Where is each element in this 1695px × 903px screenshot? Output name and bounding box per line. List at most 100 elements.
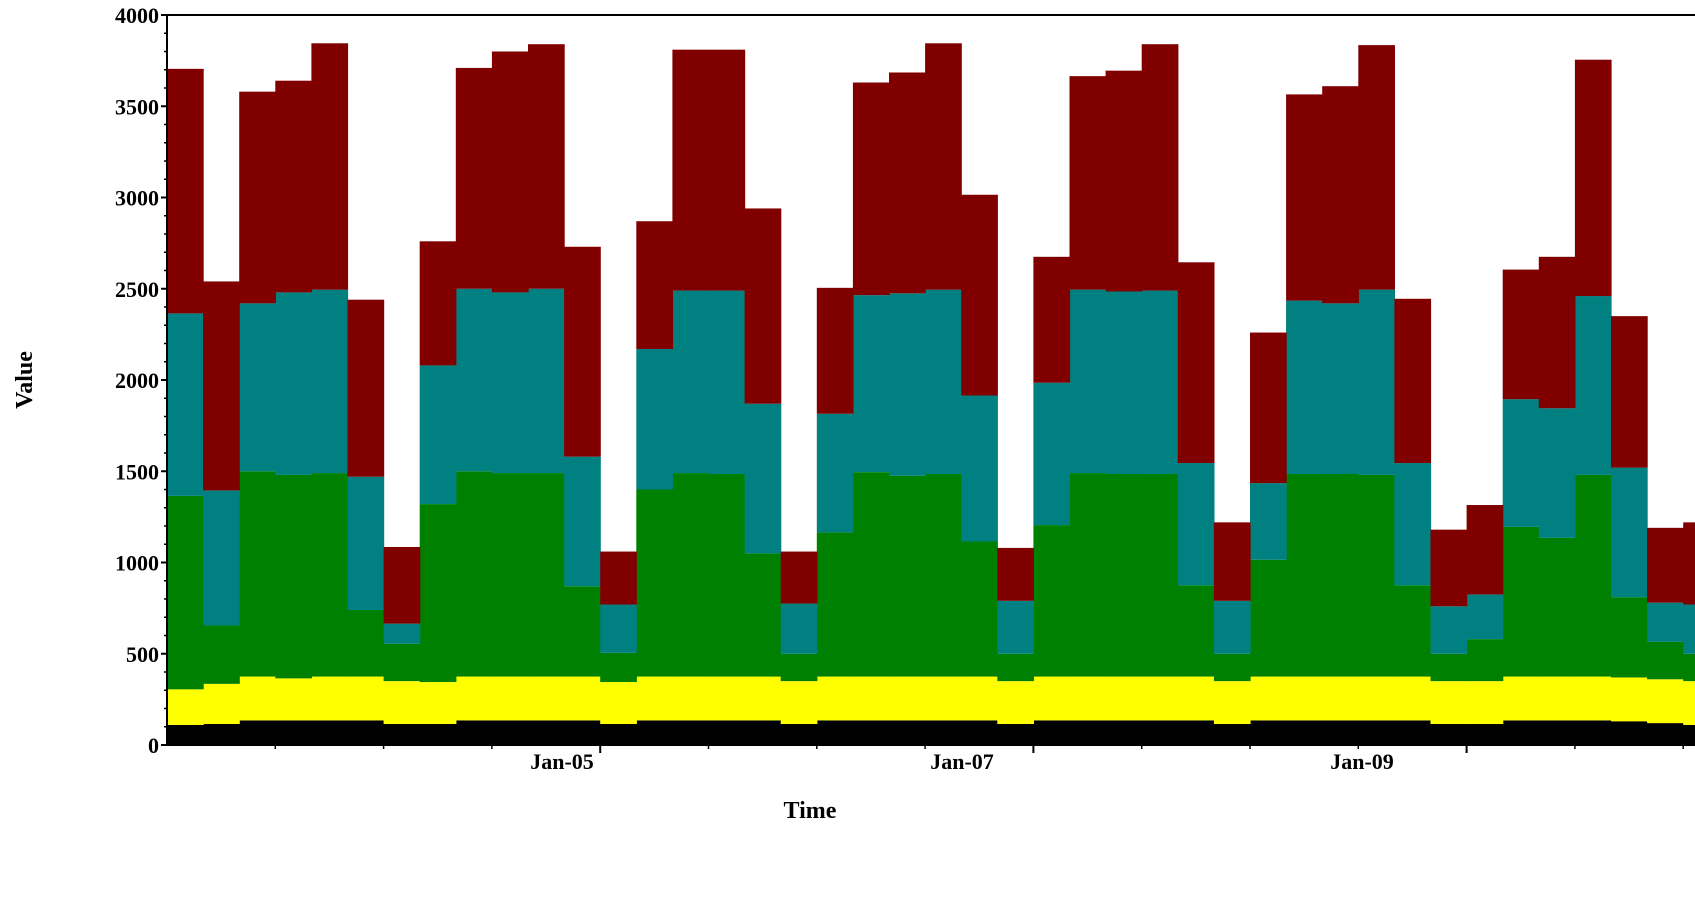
bar-segment <box>1213 653 1251 682</box>
bar-segment <box>1069 720 1107 745</box>
bar-segment <box>1574 474 1612 677</box>
bar-segment <box>1683 522 1695 605</box>
bar-segment <box>708 290 746 474</box>
bar-segment <box>1430 606 1468 654</box>
bar-segment <box>1141 676 1179 721</box>
bar-segment <box>419 504 457 683</box>
bar-segment <box>275 474 312 679</box>
bar-segment <box>816 720 854 745</box>
bar-segment <box>1069 676 1107 721</box>
bar-segment <box>1502 720 1540 745</box>
y-tick-label: 2500 <box>115 277 159 302</box>
bar-segment <box>925 676 962 721</box>
bar-segment <box>1033 256 1071 383</box>
bar-segment <box>1105 720 1143 745</box>
bar-segment <box>1502 526 1540 677</box>
bar-segment <box>708 473 746 677</box>
bar-segment <box>1611 677 1648 722</box>
bar-segment <box>816 676 854 721</box>
bar-segment <box>1033 676 1071 721</box>
bar-segment <box>1105 473 1143 677</box>
bar-segment <box>491 292 529 474</box>
bar-segment <box>167 68 204 314</box>
bar-segment <box>816 532 854 677</box>
bar-segment <box>1538 537 1576 677</box>
bar-segment <box>1069 473 1107 677</box>
bar-segment <box>852 676 890 721</box>
bar-segment <box>1394 720 1432 745</box>
bar-segment <box>1611 467 1648 598</box>
bar-segment <box>1069 289 1107 474</box>
bar-segment <box>997 724 1034 745</box>
y-axis-title: Value <box>12 351 38 409</box>
bar-segment <box>672 720 710 745</box>
bar-segment <box>1250 483 1287 560</box>
x-tick-label: Jan-05 <box>530 749 594 774</box>
bar-segment <box>275 292 312 475</box>
bars-layer <box>167 43 1695 745</box>
bar-segment <box>1611 721 1648 745</box>
bar-segment <box>997 653 1034 682</box>
bar-segment <box>383 724 421 745</box>
bar-segment <box>455 67 493 289</box>
bar-segment <box>1611 316 1648 468</box>
bar-segment <box>203 683 240 725</box>
bar-segment <box>167 689 204 725</box>
bar-segment <box>1502 399 1540 527</box>
bar-segment <box>1502 269 1540 400</box>
bar-segment <box>311 43 349 290</box>
bar-segment <box>1141 473 1179 677</box>
bar-segment <box>852 472 890 677</box>
bar-segment <box>1647 679 1684 724</box>
bar-segment <box>528 720 565 745</box>
bar-segment <box>1141 290 1179 474</box>
bar-segment <box>311 720 349 745</box>
bar-segment <box>455 676 493 721</box>
bar-segment <box>961 541 998 677</box>
bar-segment <box>564 676 601 721</box>
bar-segment <box>1538 408 1576 538</box>
bar-segment <box>347 676 385 721</box>
bar-segment <box>1322 303 1359 474</box>
bar-segment <box>1250 676 1287 721</box>
bar-segment <box>1322 86 1359 304</box>
bar-segment <box>1033 382 1071 526</box>
bar-segment <box>672 49 710 291</box>
bar-segment <box>636 221 673 349</box>
bar-segment <box>1394 585 1432 677</box>
bar-segment <box>528 44 565 289</box>
bar-segment <box>275 678 312 721</box>
bar-segment <box>1647 602 1684 642</box>
bar-segment <box>816 287 854 414</box>
bar-segment <box>1177 720 1215 745</box>
bar-segment <box>239 676 276 721</box>
bar-segment <box>1105 70 1143 292</box>
bar-segment <box>491 473 529 677</box>
bar-segment <box>600 604 637 653</box>
bar-segment <box>1213 681 1251 725</box>
bar-segment <box>1322 473 1359 677</box>
bar-segment <box>1574 720 1612 745</box>
bar-segment <box>889 475 926 677</box>
bar-segment <box>1322 676 1359 721</box>
bar-segment <box>203 490 240 626</box>
bar-segment <box>997 600 1034 654</box>
bar-segment <box>852 295 890 473</box>
bar-segment <box>1538 676 1576 721</box>
bar-segment <box>1322 720 1359 745</box>
bar-segment <box>1177 463 1215 586</box>
bar-segment <box>1538 256 1576 409</box>
bar-segment <box>744 208 782 404</box>
bar-segment <box>455 720 493 745</box>
bar-segment <box>672 290 710 474</box>
bar-segment <box>1177 262 1215 464</box>
bar-segment <box>780 724 818 745</box>
bar-segment <box>1683 604 1695 654</box>
bar-segment <box>564 246 601 457</box>
bar-segment <box>997 681 1034 725</box>
bar-segment <box>347 476 385 610</box>
bar-segment <box>1033 720 1071 745</box>
bar-segment <box>1358 676 1395 721</box>
bar-segment <box>1358 45 1395 290</box>
